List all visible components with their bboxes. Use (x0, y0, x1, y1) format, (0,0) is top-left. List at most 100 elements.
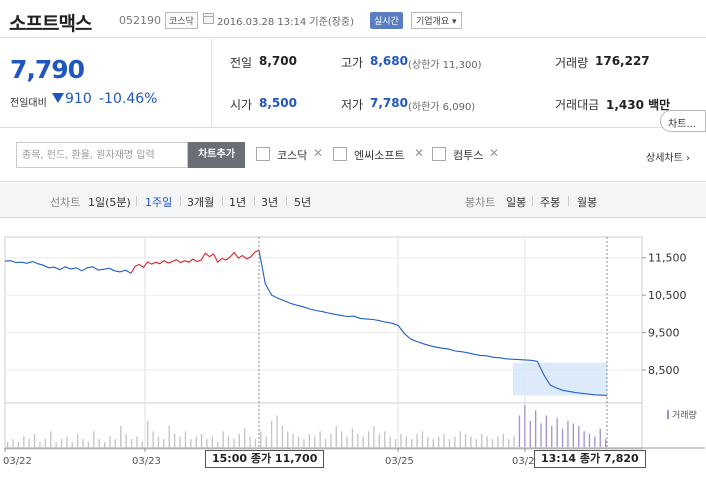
close-icon[interactable]: ✕ (414, 146, 425, 160)
volume-bar (87, 441, 90, 448)
volume-bar (82, 439, 84, 447)
stock-header: 소프트맥스 052190 코스닥 2016.03.28 13:14 기준(장중)… (0, 0, 706, 38)
volume-bar (98, 439, 100, 447)
corp-info-dropdown[interactable]: 기업개요 ▾ (411, 12, 462, 29)
open-label: 시가 (230, 98, 253, 112)
volume-bar (77, 433, 79, 447)
candle-chart-label: 봉차트 (465, 196, 496, 209)
volume-bar (432, 439, 434, 447)
volume-bar (561, 428, 564, 447)
volume-bar (174, 433, 176, 447)
compare-label: 코스닥 (277, 149, 308, 162)
realtime-button[interactable]: 실시간 (370, 12, 403, 29)
x-tick-label: 03/28 (512, 456, 541, 467)
volume-legend-label: 거래량 (672, 409, 697, 421)
high-label: 고가 (341, 56, 364, 70)
close-icon[interactable]: ✕ (313, 146, 324, 160)
tab-5year[interactable]: 5년 (294, 196, 312, 209)
volume-bar (341, 431, 343, 448)
detail-chart-link[interactable]: 상세차트 › (646, 153, 690, 164)
price-change: 910 (65, 91, 92, 107)
y-tick-label: 11,500 (648, 252, 687, 265)
volume-bar (244, 428, 246, 447)
volume-bar (222, 431, 224, 448)
y-tick-label: 8,500 (648, 364, 680, 377)
volume-bar (378, 433, 380, 447)
low-value: 7,780 (370, 96, 408, 110)
volume-bar (147, 420, 149, 448)
price-series-line (130, 249, 260, 274)
volume-bar (179, 436, 181, 447)
tab-3month[interactable]: 3개월 (187, 196, 215, 209)
volume-bar (502, 433, 504, 447)
checkbox[interactable] (333, 147, 347, 161)
prev-close-value: 8,700 (259, 54, 297, 68)
volume-bar (459, 431, 461, 448)
volume-bar (233, 439, 235, 447)
volume-bar (535, 410, 537, 448)
volume-bar (7, 441, 9, 448)
volume-bar (50, 431, 52, 448)
tab-1year[interactable]: 1년 (229, 196, 247, 209)
change-label: 전일대비 (10, 98, 47, 109)
tab-monthly[interactable]: 월봉 (577, 196, 598, 209)
divider (180, 196, 181, 206)
volume-bar (324, 439, 327, 447)
volume-bar (491, 439, 494, 447)
volume-bar (497, 436, 499, 447)
volume-bar (416, 433, 418, 447)
quote-date: 2016.03.28 13:14 기준(장중) (217, 17, 355, 28)
volume-bar (206, 439, 208, 447)
volume-bar (265, 436, 267, 447)
volume-bar (389, 436, 391, 447)
search-input[interactable] (16, 142, 188, 168)
tab-1week[interactable]: 1주일 (145, 196, 173, 209)
tab-1day[interactable]: 1일(5분) (88, 196, 131, 209)
price-chart[interactable]: 11,500 10,500 9,500 8,500 거래량 03/22 03/23 03/25… (0, 219, 706, 488)
tab-3year[interactable]: 3년 (261, 196, 279, 209)
volume-bar (152, 431, 154, 448)
volume-bar (357, 433, 359, 447)
price-chart-svg: 11,500 10,500 9,500 8,500 거래량 03/22 03/23 03/25… (3, 236, 705, 467)
compare-com2us[interactable]: 컴투스 ✕ (432, 146, 507, 163)
add-chart-button[interactable]: 차트추가 (188, 142, 245, 168)
volume-bar (335, 426, 337, 447)
volume-bar (114, 439, 116, 447)
volume-bar (303, 439, 305, 447)
volume-bar (281, 426, 284, 447)
x-tick-label: 03/25 (385, 456, 414, 467)
compare-kosdaq[interactable]: 코스닥 ✕ (256, 146, 331, 163)
volume-bar (200, 433, 203, 447)
price-series-line (4, 260, 132, 274)
volume-bar (28, 439, 30, 447)
volume-label: 거래량 (555, 56, 589, 70)
chart-toolbar: 차트추가 코스닥 ✕ 엔씨소프트 ✕ 컴투스 ✕ 상세차트 › (0, 129, 706, 182)
volume-bar (545, 415, 547, 447)
volume-bar (71, 441, 73, 448)
tab-weekly[interactable]: 주봉 (540, 196, 561, 209)
open-value: 8,500 (259, 96, 297, 110)
volume-bar (163, 439, 165, 447)
volume-bar (551, 426, 553, 447)
volume-bar (594, 436, 596, 447)
volume-bar (588, 433, 591, 447)
volume-bar (368, 431, 370, 448)
close-icon[interactable]: ✕ (489, 146, 500, 160)
volume-bar (405, 436, 407, 447)
volume-bar (227, 436, 230, 447)
volume-bar (448, 439, 451, 447)
volume-bar (475, 439, 477, 447)
tab-daily[interactable]: 일봉 (506, 196, 527, 209)
checkbox[interactable] (256, 147, 270, 161)
volume-bar (362, 436, 364, 447)
compare-ncsoft[interactable]: 엔씨소프트 ✕ (333, 146, 428, 163)
volume-bar (297, 436, 300, 447)
volume-bar (287, 431, 289, 448)
volume-bar (60, 439, 63, 447)
volume-bar (66, 436, 68, 447)
checkbox[interactable] (432, 147, 446, 161)
volume-bar (464, 433, 467, 447)
volume-bar (481, 433, 483, 447)
lower-limit: (하한가 6,090) (408, 102, 476, 113)
marker-label-prev: 15:00 종가 11,700 (205, 450, 325, 468)
